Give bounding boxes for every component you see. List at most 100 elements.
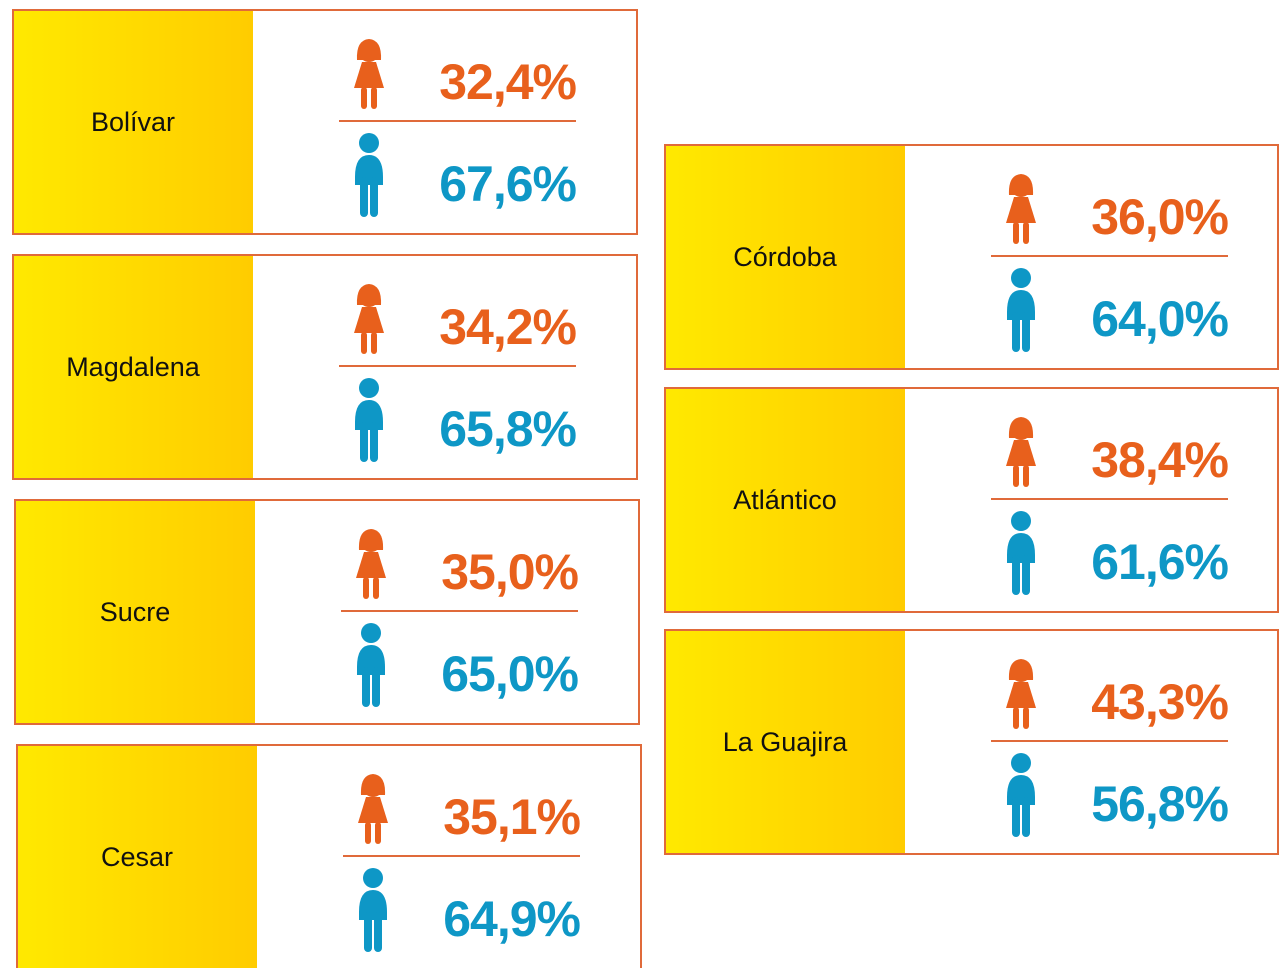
dress [354,307,384,333]
leg [365,822,371,844]
male-percentage: 56,8% [1091,776,1228,832]
leg [1013,222,1019,244]
male-icon [1007,268,1035,352]
body [357,645,385,675]
province-card: Magdalena 34,2% 65,8% [12,254,638,480]
female-icon [354,39,384,109]
head [1011,268,1031,288]
leg [361,332,367,354]
leg [1023,465,1029,487]
head [1011,177,1031,197]
leg [371,332,377,354]
male-icon [357,623,385,707]
leg [1022,312,1030,352]
head [363,868,383,888]
leg [361,87,367,109]
leg [1022,555,1030,595]
leg [364,912,372,952]
male-icon [355,378,383,462]
female-icon [354,284,384,354]
dress [1006,682,1036,708]
card-border [14,499,640,725]
head [1011,662,1031,682]
leg [1013,707,1019,729]
head [1011,420,1031,440]
body [355,400,383,430]
female-icon [358,774,388,844]
head [359,133,379,153]
province-name: La Guajira [723,727,849,757]
leg [375,822,381,844]
female-percentage: 38,4% [1091,432,1228,488]
province-card: Atlántico 38,4% 61,6% [664,387,1279,613]
leg [1012,797,1020,837]
male-percentage: 61,6% [1091,534,1228,590]
leg [1023,707,1029,729]
card-border [12,254,638,480]
dress [1006,440,1036,466]
male-icon [355,133,383,217]
leg [371,87,377,109]
province-name: Magdalena [66,352,201,382]
body [1007,533,1035,563]
leg [370,422,378,462]
head [363,777,383,797]
leg [1012,312,1020,352]
card-border [664,144,1279,370]
name-panel [17,745,257,968]
leg [373,577,379,599]
leg [360,422,368,462]
province-name: Sucre [100,597,171,627]
dress [354,62,384,88]
leg [1023,222,1029,244]
card-border [12,9,638,235]
province-card: La Guajira 43,3% 56,8% [664,629,1279,855]
head [361,532,381,552]
name-panel [665,145,905,369]
female-percentage: 34,2% [439,299,576,355]
province-card: Bolívar 32,4% 67,6% [12,9,638,235]
card-border [664,387,1279,613]
province-name: Bolívar [91,107,175,137]
female-percentage: 43,3% [1091,674,1228,730]
dress [1006,197,1036,223]
male-icon [1007,753,1035,837]
name-panel [13,255,253,479]
province-card: Córdoba 36,0% 64,0% [664,144,1279,370]
male-percentage: 65,0% [441,646,578,702]
province-card: Cesar 35,1% 64,9% [16,744,642,968]
name-panel [665,388,905,612]
body [1007,775,1035,805]
leg [372,667,380,707]
leg [1022,797,1030,837]
dress [358,797,388,823]
head [359,378,379,398]
head [361,623,381,643]
female-icon [356,529,386,599]
leg [374,912,382,952]
female-percentage: 36,0% [1091,189,1228,245]
province-name: Cesar [101,842,173,872]
leg [363,577,369,599]
female-percentage: 35,0% [441,544,578,600]
male-percentage: 65,8% [439,401,576,457]
leg [360,177,368,217]
body [1007,290,1035,320]
male-percentage: 64,9% [443,891,580,947]
province-name: Córdoba [733,242,838,272]
male-icon [1007,511,1035,595]
dress [356,552,386,578]
female-icon [1006,417,1036,487]
card-border [16,744,642,968]
name-panel [665,630,905,854]
head [1011,753,1031,773]
name-panel [13,10,253,234]
female-percentage: 35,1% [443,789,580,845]
province-card: Sucre 35,0% 65,0% [14,499,640,725]
head [359,42,379,62]
province-name: Atlántico [733,485,837,515]
leg [1012,555,1020,595]
female-icon [1006,659,1036,729]
card-border [664,629,1279,855]
